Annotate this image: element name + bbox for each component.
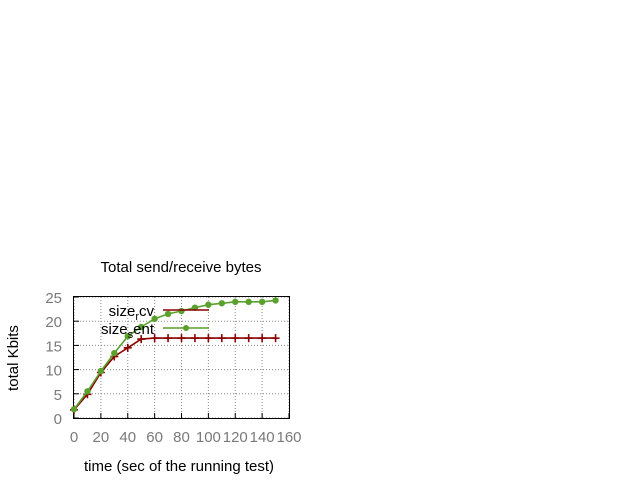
axis-ticks: 0 20 40 60 80 100 120 140 160 0 5 10 15 20 25 [45,290,301,446]
legend-label-rcv-sub: r [135,311,139,323]
data-point [70,406,78,413]
legend-label-sent-base: size [101,321,128,338]
data-point [111,349,118,357]
x-tick-label: 160 [276,429,301,446]
x-tick-label: 140 [250,429,275,446]
x-tick-label: 20 [93,429,110,446]
data-point [137,335,146,344]
legend: sizercv sizesent [101,303,209,341]
y-axis-label: total Kbits [5,325,22,391]
legend-label-sent-sub: s [128,329,134,341]
legend-item-sent: sizesent [101,321,209,341]
legend-marker-sent [183,325,189,331]
chart-title: Total send/receive bytes [101,259,262,276]
series-line [73,337,276,411]
x-tick-label: 80 [173,429,190,446]
data-point [258,298,266,306]
y-tick-label: 0 [54,411,62,428]
data-point [123,343,132,352]
data-point [272,297,279,304]
data-point [231,334,240,343]
data-point [217,334,226,343]
plot-frame [73,296,290,419]
data-point [84,388,91,395]
data-point [245,298,252,306]
series-layer [70,297,280,414]
legend-item-rcv: sizercv [109,303,209,323]
data-point [204,334,213,343]
data-point [190,334,199,343]
x-tick-label: 120 [223,429,248,446]
data-point [205,301,212,308]
x-tick-label: 60 [146,429,163,446]
data-point [271,334,280,343]
series-1 [70,297,279,413]
x-tick-label: 40 [119,429,136,446]
svg-text:sizercv: sizercv [109,303,155,323]
data-point [150,334,159,343]
svg-text:sizesent: sizesent [101,321,155,341]
data-point [232,298,239,306]
data-point [177,334,186,343]
x-tick-label: 0 [70,429,78,446]
series-line [73,299,276,410]
data-point [164,334,173,343]
data-point [178,307,185,315]
grid [73,296,290,419]
legend-label-sent-rest: ent [133,321,155,338]
data-point [218,300,226,307]
x-tick-label: 100 [196,429,221,446]
y-tick-label: 20 [45,314,62,331]
y-tick-label: 25 [45,290,62,307]
data-point [97,367,105,375]
x-axis-label: time (sec of the running test) [84,458,274,475]
y-tick-label: 5 [54,387,62,404]
legend-label-rcv-rest: cv [139,303,155,320]
data-point [244,334,253,343]
data-point [124,333,131,340]
data-point [151,315,158,322]
data-point [258,334,267,343]
legend-label-rcv-base: size [109,303,136,320]
y-tick-label: 10 [45,363,62,380]
data-point [137,323,145,331]
data-point [164,310,172,318]
y-tick-label: 15 [45,338,62,355]
